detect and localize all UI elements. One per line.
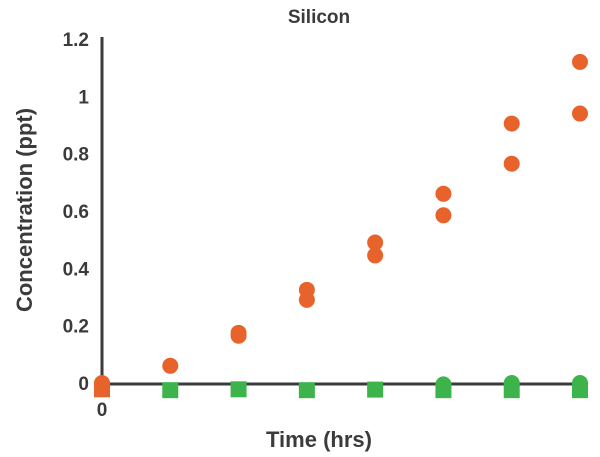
y-tick-labels: 0 0.2 0.4 0.6 0.8 1 1.2 (63, 30, 90, 395)
y-axis-title: Concentration (ppt) (12, 108, 37, 312)
data-point-circle (298, 291, 315, 308)
y-tick-label: 0 (78, 374, 89, 395)
data-point-circle (572, 105, 588, 122)
data-point-square (298, 382, 315, 399)
data-point-circle (230, 327, 247, 344)
data-point-circle (503, 155, 520, 172)
y-tick-label: 0.6 (63, 202, 89, 223)
y-tick-label: 1.2 (63, 30, 89, 51)
data-points (94, 53, 588, 399)
x-tick-label: 0 (97, 400, 108, 421)
data-point-square (503, 382, 520, 399)
data-point-circle (162, 357, 179, 374)
data-point-circle (435, 207, 452, 224)
data-point-circle (503, 115, 520, 132)
data-point-square (162, 382, 179, 399)
x-axis-title: Time (hrs) (266, 427, 372, 452)
chart-title: Silicon (288, 7, 350, 28)
y-tick-label: 1 (78, 87, 89, 108)
data-point-square (367, 381, 384, 398)
data-point-square (435, 382, 452, 399)
data-point-square (230, 381, 247, 398)
y-tick-label: 0.8 (63, 145, 89, 166)
data-point-circle (572, 53, 588, 70)
data-point-square (572, 382, 588, 399)
data-point-circle (367, 234, 384, 251)
data-point-square (94, 381, 110, 398)
data-point-circle (435, 185, 452, 202)
data-point-circle (367, 247, 384, 264)
y-tick-label: 0.4 (63, 259, 90, 280)
y-tick-label: 0.2 (63, 317, 89, 338)
x-tick-labels: 0 (97, 400, 108, 421)
